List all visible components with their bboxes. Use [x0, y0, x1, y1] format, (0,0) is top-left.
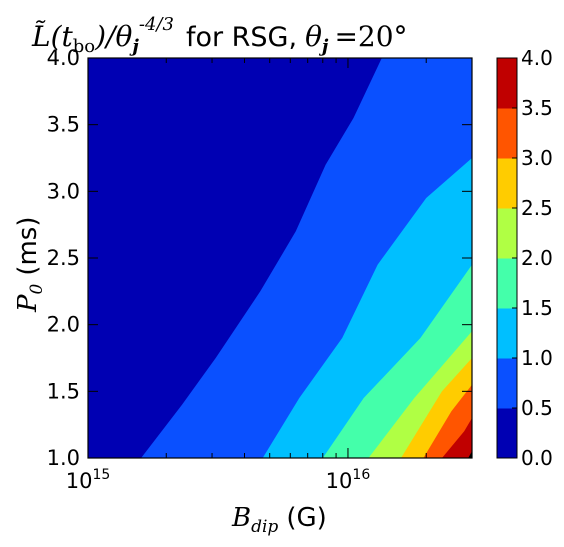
- y-tick-label: 2.0: [47, 313, 80, 337]
- colorbar-segment: [497, 58, 517, 109]
- colorbar-tick-label: 2.0: [521, 246, 553, 270]
- colorbar-segment: [497, 208, 517, 259]
- contour-region-4: [468, 451, 472, 458]
- y-tick-label: 1.0: [47, 446, 80, 470]
- y-tick-label: 4.0: [47, 46, 80, 70]
- x-ticks: 1015 1016: [66, 58, 473, 493]
- y-axis-label: P0(ms): [13, 217, 47, 314]
- colorbar-tick-label: 4.0: [521, 46, 553, 70]
- colorbar-segment: [497, 408, 517, 459]
- colorbar-segment: [497, 308, 517, 359]
- x-axis-label: Bdip (G): [231, 503, 327, 537]
- colorbar-tick-label: 0.5: [521, 396, 553, 420]
- colorbar: 0.0 0.5 1.0 1.5 2.0 2.5 3.0 3.5 4.0: [496, 46, 553, 470]
- contour-fills: [141, 58, 472, 458]
- y-ticks: 1.0 1.5 2.0 2.5 3.0 3.5 4.0: [47, 46, 472, 470]
- colorbar-tick-label: 0.0: [521, 446, 553, 470]
- y-tick-label: 3.5: [47, 113, 80, 137]
- colorbar-segment: [497, 358, 517, 409]
- colorbar-tick-label: 1.0: [521, 346, 553, 370]
- contour-region-3.5: [442, 418, 472, 458]
- colorbar-segment: [497, 258, 517, 309]
- colorbar-tick-label: 3.5: [521, 96, 553, 120]
- colorbar-segment: [497, 108, 517, 159]
- colorbar-tick-label: 3.0: [521, 146, 553, 170]
- x-tick-label: 1015: [66, 467, 111, 493]
- y-tick-label: 3.0: [47, 179, 80, 203]
- colorbar-tick-label: 1.5: [521, 296, 553, 320]
- chart-title: L̃(tbo)/θj-4/3 for RSG, θj =20°: [31, 14, 408, 57]
- x-tick-label: 1016: [326, 467, 371, 493]
- colorbar-tick-label: 2.5: [521, 196, 553, 220]
- y-tick-label: 1.5: [47, 379, 80, 403]
- y-tick-label: 2.5: [47, 246, 80, 270]
- plot-area: 1015 1016 1.0 1.5 2.0 2.5 3.0 3.5 4.0: [47, 46, 473, 493]
- colorbar-segment: [497, 158, 517, 209]
